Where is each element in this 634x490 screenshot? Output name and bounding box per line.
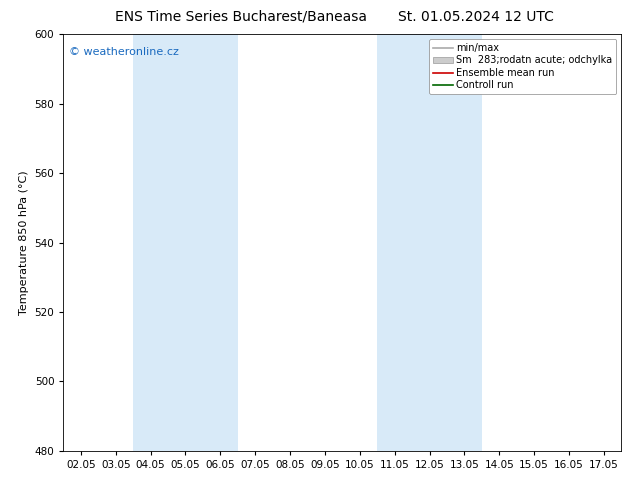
Text: ENS Time Series Bucharest/Baneasa: ENS Time Series Bucharest/Baneasa <box>115 10 367 24</box>
Bar <box>133 34 238 451</box>
Text: St. 01.05.2024 12 UTC: St. 01.05.2024 12 UTC <box>398 10 553 24</box>
Legend: min/max, Sm  283;rodatn acute; odchylka, Ensemble mean run, Controll run: min/max, Sm 283;rodatn acute; odchylka, … <box>429 39 616 94</box>
Text: © weatheronline.cz: © weatheronline.cz <box>69 47 179 57</box>
Bar <box>377 34 482 451</box>
Y-axis label: Temperature 850 hPa (°C): Temperature 850 hPa (°C) <box>19 170 29 315</box>
